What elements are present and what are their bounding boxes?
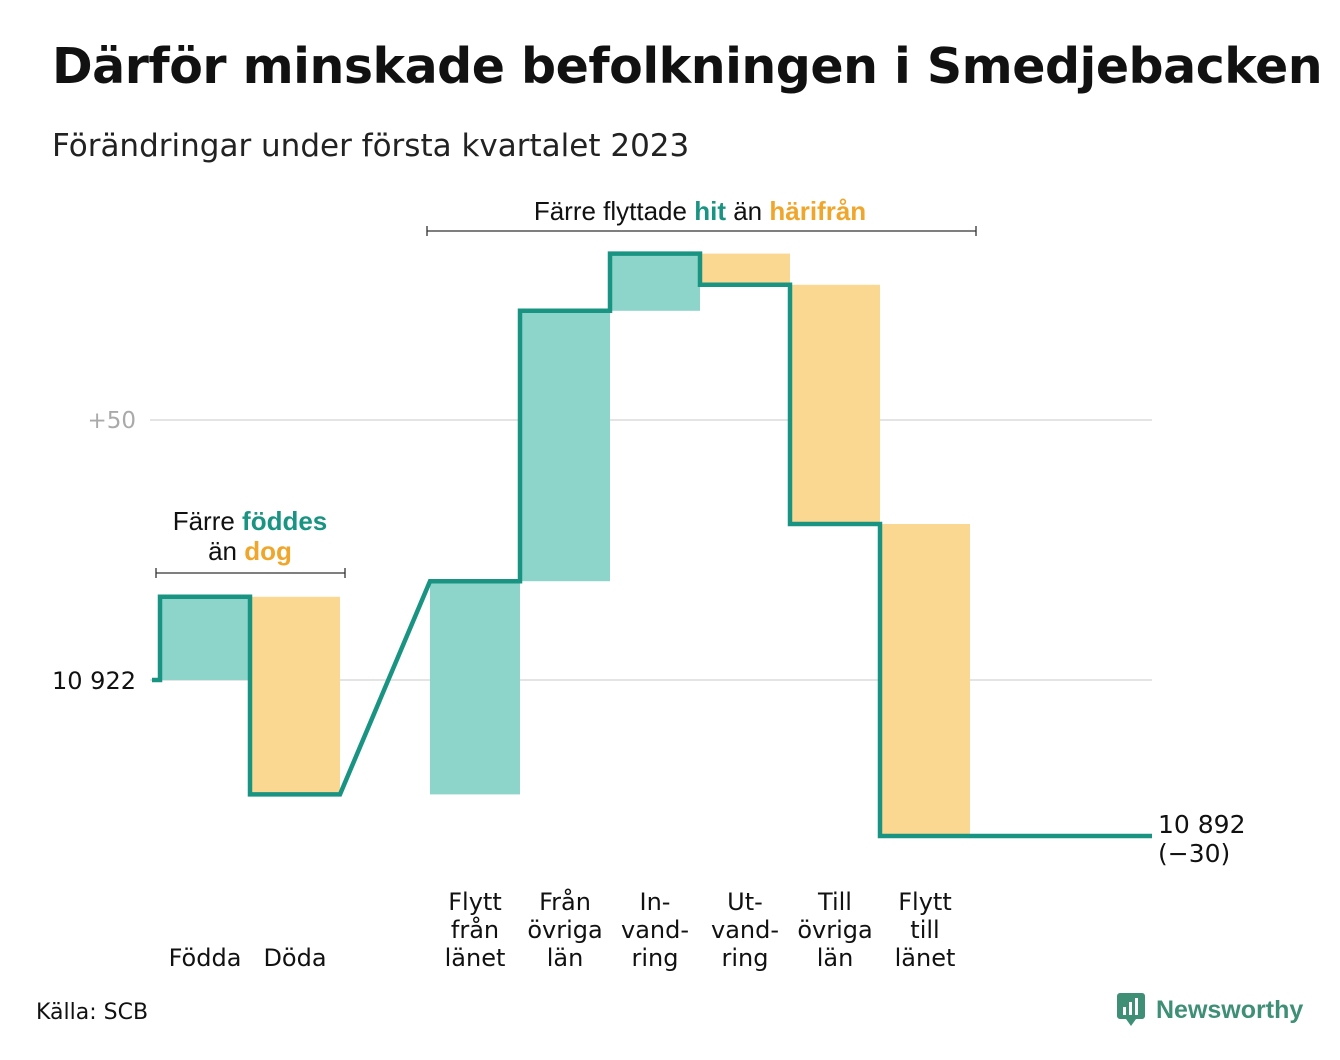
category-label: Flytt [448,888,502,916]
category-label: övriga [797,916,872,944]
births-annotation-prefix: Färre [173,506,242,536]
end-change-label: (−30) [1158,839,1230,868]
category-label: länet [895,944,956,972]
migration-annotation: Färre flyttade hit än härifrån [426,196,977,236]
line-layer [152,251,1152,839]
svg-text:Färre flyttade hit än härifrån: Färre flyttade hit än härifrån [534,196,866,226]
category-label: länet [445,944,506,972]
svg-text:än dog: än dog [208,536,292,566]
category-label: Till [817,888,852,916]
bar-7 [790,284,880,524]
source-note: Källa: SCB [36,1000,149,1025]
category-label: Döda [263,944,326,972]
bar-2 [250,596,340,795]
migration-annotation-mid: än [726,196,769,226]
category-label: län [547,944,584,972]
category-label: Födda [169,944,242,972]
births-annotation: Färre föddes än dog [155,506,346,578]
running-total-line [152,251,1152,839]
births-annotation-line2: än [208,536,244,566]
category-label: från [451,915,499,944]
births-annotation-highlight: föddes [242,506,327,536]
bar-4 [520,310,610,582]
bar-1 [160,596,250,680]
brand-name: Newsworthy [1156,995,1304,1024]
gridline-label: +50 [87,408,136,434]
migration-annotation-highlight: hit [694,196,726,226]
category-label: vand- [711,916,779,944]
bar-layer [160,253,970,836]
category-label: övriga [527,916,602,944]
migration-annotation-prefix: Färre flyttade [534,196,694,226]
births-annotation-highlight2: dog [244,536,292,566]
end-value-label: 10 892 [1158,810,1245,839]
migration-annotation-highlight2: härifrån [769,196,866,226]
brand-logo[interactable]: Newsworthy [1116,992,1303,1028]
category-label: In- [640,888,671,916]
category-label: Ut- [727,888,763,916]
chart-title: Därför minskade befolkningen i Smedjebac… [52,38,1323,95]
bar-5 [610,253,700,311]
category-label: Flytt [898,888,952,916]
category-label: vand- [621,916,689,944]
category-label: till [910,916,939,944]
newsworthy-icon [1117,993,1145,1026]
chart-subtitle: Förändringar under första kvartalet 2023 [52,128,690,164]
category-label: ring [722,944,769,972]
category-label: Från [539,887,591,916]
start-value-label: 10 922 [52,667,136,695]
svg-text:Färre föddes: Färre föddes [173,506,328,536]
bar-3 [430,581,520,795]
category-label: ring [632,944,679,972]
category-label: län [817,944,854,972]
bar-8 [880,524,970,836]
bar-6 [700,253,790,285]
